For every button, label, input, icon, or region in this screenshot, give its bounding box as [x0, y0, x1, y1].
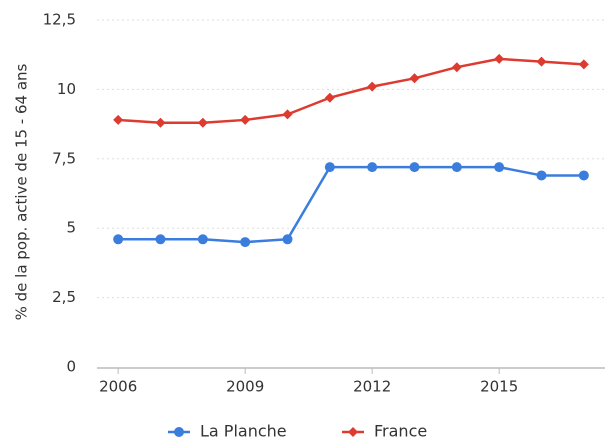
- data-point: [367, 162, 378, 173]
- data-point: [324, 162, 335, 173]
- y-tick-label: 0: [66, 358, 76, 376]
- series-line: [118, 57, 584, 124]
- data-point: [494, 53, 505, 64]
- series-line: [118, 165, 584, 244]
- data-point: [155, 117, 166, 128]
- data-point: [536, 170, 547, 181]
- data-point: [113, 114, 124, 125]
- legend-marker: [348, 427, 358, 437]
- y-tick-label: 10: [57, 80, 76, 98]
- data-point: [536, 56, 547, 67]
- data-point: [451, 62, 462, 73]
- y-tick-label: 2,5: [52, 288, 76, 306]
- data-point: [367, 81, 378, 92]
- x-tick-label: 2006: [99, 378, 137, 396]
- y-tick-label: 12,5: [43, 11, 76, 29]
- y-axis-label: % de la pop. active de 15 - 64 ans: [13, 63, 31, 320]
- data-point: [113, 234, 124, 245]
- data-point: [409, 73, 420, 84]
- data-point: [282, 234, 293, 245]
- data-point: [451, 162, 462, 173]
- legend-label: La Planche: [200, 422, 287, 439]
- legend-marker: [174, 427, 184, 437]
- data-point: [494, 162, 505, 173]
- x-tick-label: 2009: [226, 378, 264, 396]
- y-tick-label: 5: [66, 219, 76, 237]
- data-point: [578, 59, 589, 70]
- data-point: [240, 237, 251, 248]
- legend-label: France: [374, 422, 427, 439]
- data-point: [155, 234, 166, 245]
- data-point: [282, 109, 293, 120]
- data-point: [197, 234, 208, 245]
- y-tick-label: 7,5: [52, 149, 76, 167]
- x-tick-label: 2015: [480, 378, 518, 396]
- data-point: [409, 162, 420, 173]
- data-point: [197, 117, 208, 128]
- data-point: [240, 114, 251, 125]
- data-point: [324, 92, 335, 103]
- x-tick-label: 2012: [353, 378, 391, 396]
- data-point: [578, 170, 589, 181]
